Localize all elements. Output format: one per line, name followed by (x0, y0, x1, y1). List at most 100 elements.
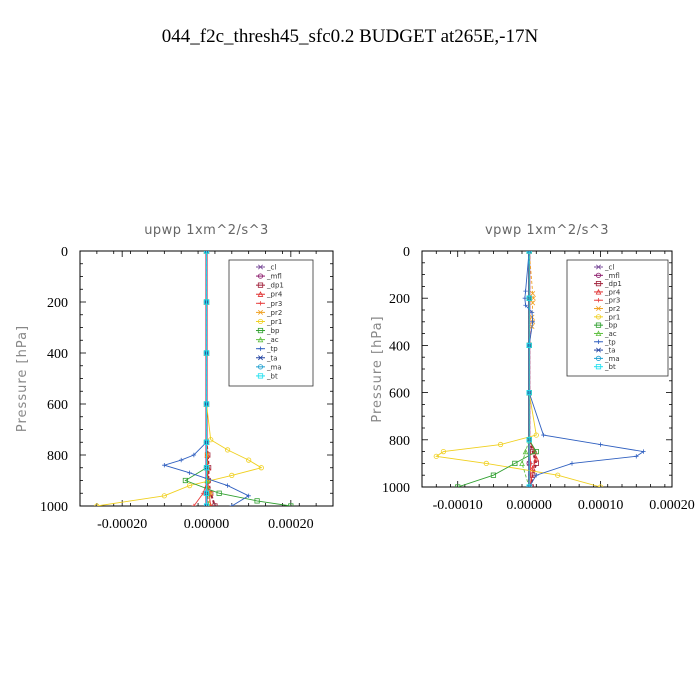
data-point (182, 477, 189, 484)
legend-item: _ma (256, 363, 282, 371)
legend-label: _dp1 (604, 280, 622, 288)
legend-item: _ac (256, 336, 279, 344)
legend-item: _tp (256, 345, 278, 353)
legend-marker (595, 364, 602, 370)
legend-item: _cl (256, 264, 276, 272)
data-point (529, 465, 536, 471)
data-point (162, 463, 167, 468)
y-tick-label: 400 (389, 339, 410, 354)
legend-item: _dp1 (594, 280, 622, 288)
data-point (455, 484, 461, 487)
data-point (225, 483, 230, 488)
legend-marker (257, 336, 264, 343)
legend-item: _mfl (256, 273, 282, 281)
data-point (203, 439, 210, 445)
legend-label: _bt (604, 363, 616, 371)
legend-item: _ma (594, 355, 620, 363)
series-bt (203, 251, 210, 506)
data-point (191, 503, 197, 506)
legend-label: _pr4 (604, 288, 621, 296)
legend-label: _bp (266, 327, 280, 335)
y-tick-label: 200 (47, 296, 68, 311)
data-point (246, 493, 251, 498)
data-point (526, 342, 532, 349)
legend-label: _tp (604, 338, 616, 346)
legend-label: _pr3 (266, 300, 282, 308)
legend-marker (596, 264, 601, 270)
data-point (641, 449, 646, 454)
legend-box (228, 259, 314, 387)
data-point (522, 448, 529, 455)
y-axis-label: Pressure [hPa] (370, 315, 385, 422)
data-point (529, 310, 535, 315)
legend-marker (596, 339, 601, 344)
legend-marker (257, 273, 264, 279)
legend-label: _ta (266, 354, 278, 362)
y-tick-label: 800 (389, 434, 410, 449)
x-tick-label: 0.00020 (649, 498, 695, 513)
legend-label: _bt (266, 372, 278, 380)
y-tick-label: 1000 (40, 500, 68, 515)
data-point (534, 473, 539, 478)
data-point (497, 441, 504, 448)
legend-marker (257, 373, 264, 379)
data-point (203, 251, 210, 254)
data-point (288, 503, 294, 506)
data-point (490, 472, 497, 478)
legend-label: _dp1 (266, 282, 284, 290)
data-point (526, 484, 532, 487)
data-point (229, 503, 234, 506)
legend-marker (595, 272, 602, 278)
data-point (530, 295, 536, 301)
y-tick-label: 0 (403, 245, 410, 260)
data-point (191, 452, 197, 458)
legend-marker (596, 298, 601, 303)
legend-marker (595, 281, 602, 287)
data-point (634, 454, 639, 459)
data-point (203, 401, 210, 407)
figure-title: 044_f2c_thresh45_sfc0.2 BUDGET at265E,-1… (162, 26, 539, 47)
data-point (569, 461, 575, 466)
data-point (522, 296, 528, 301)
legend-marker (257, 318, 264, 325)
legend-marker (257, 291, 264, 297)
legend-label: _ta (604, 347, 616, 355)
legend-label: _pr2 (604, 305, 620, 313)
y-tick-label: 0 (61, 245, 68, 260)
legend-item: _pr2 (256, 309, 282, 317)
data-point (530, 300, 536, 306)
data-point (433, 453, 439, 459)
legend-label: _cl (604, 264, 614, 272)
legend-label: _ac (604, 330, 617, 338)
data-point (523, 288, 528, 294)
x-tick-label: 0.00000 (184, 517, 230, 532)
legend-item: _ac (594, 330, 617, 338)
legend-item: _bp (594, 322, 618, 330)
legend-label: _ma (604, 355, 620, 363)
x-tick-label: 0.00020 (268, 517, 314, 532)
legend-item: _ta (594, 347, 616, 355)
y-tick-label: 600 (47, 398, 68, 413)
legend-box (566, 259, 669, 377)
legend-marker (258, 264, 263, 270)
data-point (526, 389, 532, 396)
legend-label: _pr1 (604, 313, 620, 321)
chart-upwp: upwp 1xm^2/s^3 Pressure [hPa] 0 200 400 600 80… (15, 223, 334, 532)
legend-item: _pr4 (594, 288, 621, 296)
legend-marker (596, 347, 601, 353)
plot-area (433, 251, 646, 487)
x-tick-label: -0.00010 (433, 498, 483, 513)
legend-item: _bt (594, 363, 616, 371)
legend-label: _mfl (266, 273, 282, 281)
data-point (597, 484, 604, 487)
plot-area (94, 251, 294, 506)
legend-label: _ma (266, 363, 282, 371)
data-point (526, 295, 532, 301)
legend: _cl_mfl_dp1_pr4_pr3_pr2_pr1_bp_ac_tp_ta_… (228, 259, 314, 387)
chart-title: vpwp 1xm^2/s^3 (485, 223, 609, 238)
data-point (530, 319, 535, 324)
x-tick-label: 0.00010 (578, 498, 624, 513)
legend-item: _tp (594, 338, 616, 346)
legend-item: _ta (256, 354, 278, 362)
